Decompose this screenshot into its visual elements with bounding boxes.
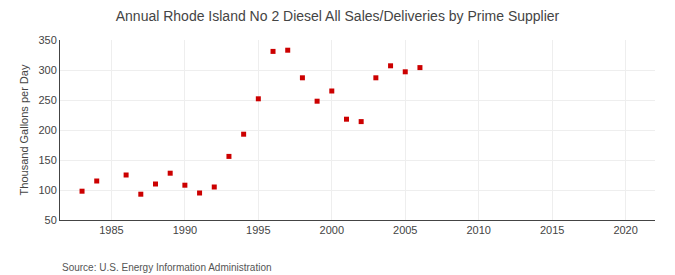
svg-text:300: 300	[38, 64, 56, 76]
svg-text:2005: 2005	[393, 224, 417, 236]
svg-text:2020: 2020	[613, 224, 637, 236]
svg-text:2015: 2015	[540, 224, 564, 236]
svg-text:Thousand Gallons per Day: Thousand Gallons per Day	[18, 64, 30, 195]
svg-text:Annual Rhode Island No 2 Diese: Annual Rhode Island No 2 Diesel All Sale…	[116, 8, 560, 24]
svg-text:2010: 2010	[466, 224, 490, 236]
svg-text:350: 350	[38, 34, 56, 46]
svg-text:250: 250	[38, 94, 56, 106]
svg-text:1985: 1985	[99, 224, 123, 236]
svg-text:100: 100	[38, 184, 56, 196]
svg-text:1990: 1990	[173, 224, 197, 236]
svg-text:200: 200	[38, 124, 56, 136]
svg-text:150: 150	[38, 154, 56, 166]
svg-text:Source: U.S. Energy Informatio: Source: U.S. Energy Information Administ…	[62, 262, 272, 273]
svg-text:1995: 1995	[246, 224, 270, 236]
svg-text:50: 50	[45, 214, 57, 226]
svg-text:2000: 2000	[320, 224, 344, 236]
